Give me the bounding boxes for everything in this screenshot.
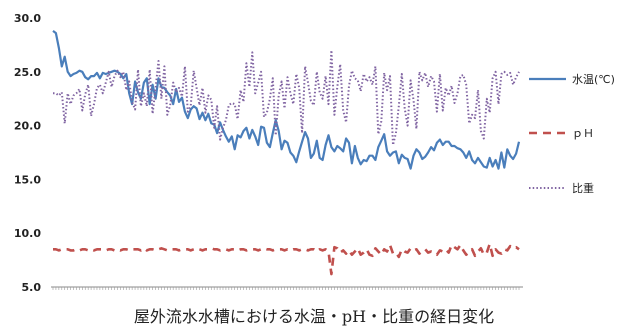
- y-tick-label: 5.0: [22, 281, 42, 294]
- plot-area: [52, 30, 521, 276]
- y-tick-label: 25.0: [14, 66, 41, 79]
- y-tick-label: 30.0: [14, 12, 41, 25]
- legend-label-1: 水温(℃): [572, 73, 615, 86]
- legend: 水温(℃) ｐＨ 比重: [529, 73, 615, 195]
- chart-title: 屋外流水水槽における水温・pH・比重の経日変化: [133, 307, 495, 326]
- series-line-2: [53, 242, 520, 276]
- y-tick-label: 20.0: [14, 120, 41, 133]
- y-axis-ticks: 5.0 10.0 15.0 20.0 25.0 30.0: [14, 12, 41, 294]
- legend-label-3: 比重: [572, 181, 594, 195]
- y-tick-label: 10.0: [14, 227, 41, 240]
- series-line-1: [52, 30, 521, 170]
- chart: 5.0 10.0 15.0 20.0 25.0 30.0 水温(℃) ｐＨ 比重: [14, 12, 615, 294]
- x-axis-ticks: [52, 287, 520, 290]
- legend-label-2: ｐＨ: [572, 127, 594, 140]
- series-line-3: [53, 49, 520, 146]
- y-tick-label: 15.0: [14, 173, 41, 186]
